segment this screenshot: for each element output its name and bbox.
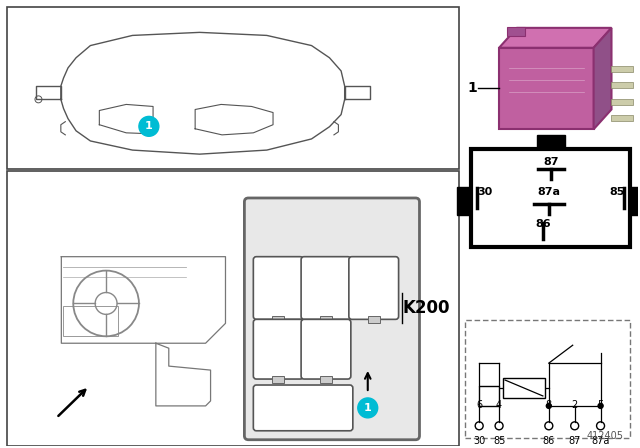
Text: 86: 86 bbox=[535, 219, 550, 229]
Text: 87a: 87a bbox=[591, 436, 610, 446]
Bar bbox=[479, 386, 499, 406]
Bar bbox=[611, 82, 634, 87]
Bar bbox=[6, 7, 460, 169]
Bar bbox=[499, 48, 593, 129]
Text: 1: 1 bbox=[364, 403, 372, 413]
Text: 6: 6 bbox=[476, 400, 483, 410]
FancyBboxPatch shape bbox=[349, 257, 399, 319]
Bar bbox=[63, 306, 118, 336]
Bar bbox=[611, 99, 634, 105]
Circle shape bbox=[358, 398, 378, 418]
FancyBboxPatch shape bbox=[253, 385, 353, 431]
Text: 87: 87 bbox=[543, 157, 559, 167]
Bar bbox=[611, 66, 634, 72]
Text: 30: 30 bbox=[473, 436, 485, 446]
Bar bbox=[320, 376, 332, 383]
FancyBboxPatch shape bbox=[253, 319, 303, 379]
Bar bbox=[320, 316, 332, 323]
FancyBboxPatch shape bbox=[301, 257, 351, 319]
Bar bbox=[507, 27, 525, 36]
Bar bbox=[503, 378, 545, 398]
Bar bbox=[368, 316, 380, 323]
Text: 86: 86 bbox=[543, 436, 555, 446]
Text: K200: K200 bbox=[403, 299, 450, 318]
Text: 2: 2 bbox=[572, 400, 578, 410]
Text: 4: 4 bbox=[496, 400, 502, 410]
FancyBboxPatch shape bbox=[244, 198, 419, 440]
Bar bbox=[611, 116, 634, 121]
Bar bbox=[465, 320, 630, 438]
Bar bbox=[272, 376, 284, 383]
Text: 8: 8 bbox=[546, 400, 552, 410]
Text: 87: 87 bbox=[568, 436, 581, 446]
Text: 85: 85 bbox=[493, 436, 505, 446]
Bar bbox=[471, 149, 630, 247]
Bar bbox=[537, 135, 564, 149]
Bar bbox=[458, 187, 471, 215]
Bar bbox=[272, 316, 284, 323]
Text: 412405: 412405 bbox=[586, 431, 623, 441]
Text: 85: 85 bbox=[609, 187, 625, 197]
Circle shape bbox=[547, 403, 551, 409]
Text: 1: 1 bbox=[467, 81, 477, 95]
Polygon shape bbox=[499, 28, 611, 48]
Text: 30: 30 bbox=[477, 187, 492, 197]
Circle shape bbox=[139, 116, 159, 136]
FancyBboxPatch shape bbox=[253, 257, 303, 319]
Bar bbox=[630, 187, 640, 215]
FancyBboxPatch shape bbox=[301, 319, 351, 379]
Text: 87a: 87a bbox=[538, 187, 560, 197]
Text: 1: 1 bbox=[145, 121, 153, 131]
Circle shape bbox=[598, 403, 603, 409]
Polygon shape bbox=[593, 28, 611, 129]
Bar bbox=[6, 171, 460, 446]
Text: 5: 5 bbox=[597, 400, 604, 410]
